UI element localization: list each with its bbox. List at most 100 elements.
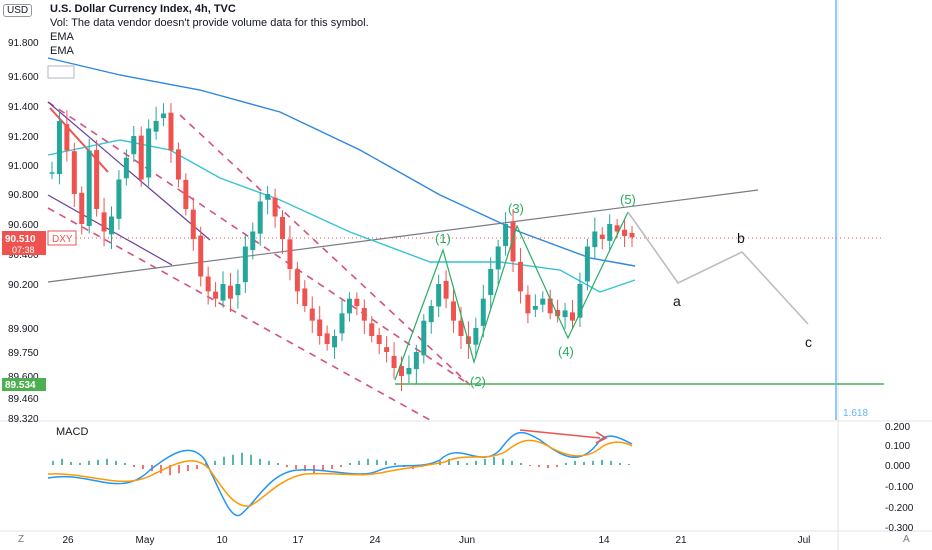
macd-histogram-bar (313, 465, 315, 474)
elliott-wave-path[interactable] (394, 211, 629, 381)
candle-body (391, 355, 397, 368)
macd-histogram-bar (385, 460, 387, 465)
candle-body (517, 261, 523, 292)
candle-body (101, 212, 107, 232)
auto-scale-button[interactable]: A (903, 534, 910, 545)
macd-histogram-bar (628, 463, 630, 465)
candle-body (227, 285, 233, 299)
projection-label-a: a (673, 293, 681, 309)
candle-body (614, 225, 620, 232)
price-tick-4: 91.000 (8, 161, 39, 172)
macd-histogram-bar (601, 459, 603, 465)
macd-histogram-bar (502, 458, 504, 465)
candle-body (562, 310, 568, 318)
macd-histogram-bar (457, 460, 459, 465)
macd-histogram-bar (592, 460, 594, 465)
candle-body (547, 298, 553, 314)
macd-histogram-bar (97, 459, 99, 465)
candle-body (443, 280, 449, 299)
candle-body (473, 328, 479, 345)
macd-tick-3: -0.100 (885, 482, 914, 493)
macd-histogram-bar (259, 458, 261, 465)
candle-body (369, 323, 375, 336)
macd-histogram-bar (583, 461, 585, 465)
macd-histogram-bar (79, 462, 81, 465)
candle-body (235, 284, 241, 296)
macd-histogram-bar (358, 460, 360, 465)
symbol-tag (47, 230, 77, 246)
candle-body (458, 320, 464, 336)
current-price-tag (2, 231, 46, 255)
symbol-tag-text: DXY (52, 234, 73, 245)
macd-label[interactable]: MACD (56, 426, 89, 438)
wave-label-1: (1) (435, 231, 451, 246)
wave-label-5: (5) (620, 192, 636, 207)
time-tick-4: 24 (369, 535, 381, 546)
indicator-ema-1[interactable]: EMA (50, 31, 74, 43)
price-tick-6: 90.600 (8, 220, 39, 231)
price-tick-9: 89.900 (8, 324, 39, 335)
price-tick-11: 89.600 (8, 372, 39, 383)
macd-histogram-bar (538, 465, 540, 468)
candle-body (131, 136, 137, 155)
collapse-box[interactable] (47, 65, 75, 79)
macd-histogram-bar (466, 462, 468, 465)
timezone-button[interactable]: Z (18, 534, 25, 545)
macd-histogram-bar (574, 460, 576, 465)
candle-body (376, 335, 382, 344)
macd-histogram-bar (376, 459, 378, 465)
macd-histogram-bar (178, 465, 180, 474)
candle-body (384, 347, 390, 352)
divergence-arrow[interactable] (519, 429, 601, 439)
candle-body (272, 197, 278, 217)
candle-body (220, 284, 226, 301)
rising-trendline[interactable] (47, 189, 759, 283)
candle-body (324, 333, 330, 344)
macd-histogram-bar (169, 465, 171, 476)
macd-histogram-bar (124, 462, 126, 465)
macd-histogram-bar (88, 460, 90, 465)
candle-body (309, 308, 315, 321)
macd-histogram-bar (520, 462, 522, 465)
dashed-channel-line-0[interactable] (47, 207, 431, 421)
dashed-channel-line-1[interactable] (47, 101, 471, 386)
price-tick-5: 90.800 (8, 190, 39, 201)
candle-body (265, 194, 271, 200)
indicator-ema-2[interactable]: EMA (50, 45, 74, 57)
currency-button[interactable]: USD (3, 4, 33, 17)
candle-body (570, 312, 576, 321)
price-tick-7: 90.400 (8, 250, 39, 261)
time-tick-6: 14 (598, 535, 610, 546)
candle-body (287, 239, 293, 269)
candle-body (242, 246, 248, 283)
candle-body (592, 231, 598, 248)
projection-label-c: c (805, 334, 812, 350)
candle-body (525, 294, 531, 314)
candle-body (123, 157, 129, 179)
macd-histogram-bar (331, 465, 333, 470)
macd-histogram-bar (160, 465, 162, 474)
candle-body (79, 192, 85, 224)
candle-body (577, 284, 583, 318)
price-tick-0: 91.800 (8, 38, 39, 49)
macd-histogram-bar (529, 465, 531, 467)
wave-label-3: (3) (508, 201, 524, 216)
channel-line-upper[interactable] (47, 101, 211, 241)
candle-body (168, 112, 174, 151)
dashed-channel-line-2[interactable] (179, 114, 471, 386)
candle-body (175, 149, 181, 180)
candle-body (317, 319, 323, 336)
macd-histogram-bar (52, 460, 54, 465)
macd-tick-4: -0.200 (885, 503, 914, 514)
time-tick-2: 10 (216, 535, 228, 546)
candle-body (146, 128, 152, 178)
projection-label-b: b (737, 230, 745, 246)
candle-body (116, 179, 122, 219)
macd-histogram-bar (250, 454, 252, 465)
projection-path[interactable] (627, 211, 809, 325)
signal-line[interactable] (47, 439, 633, 507)
macd-histogram-bar (268, 460, 270, 465)
ema-short[interactable] (47, 139, 636, 293)
candle-body (413, 352, 419, 370)
ema-long[interactable] (47, 57, 636, 267)
